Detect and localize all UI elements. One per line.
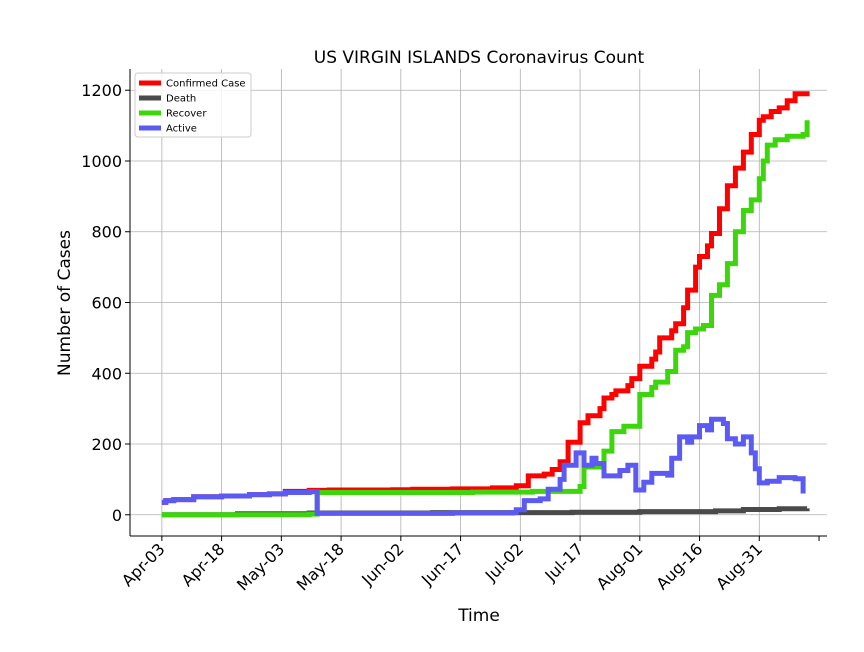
legend-entry-label: Active xyxy=(166,124,197,135)
series-line-recover xyxy=(161,120,810,518)
x-tick-label: Apr-18 xyxy=(178,539,229,590)
x-axis-ticks: Apr-03 Apr-18 May-03 May-18 Jun-02 Jun-17 Jul-… xyxy=(118,536,820,595)
legend-box xyxy=(134,72,252,138)
y-tick-label: 1200 xyxy=(81,81,122,100)
x-tick-label: Jul-17 xyxy=(541,539,587,585)
x-tick-label: Jun-02 xyxy=(357,539,407,589)
series-line-active xyxy=(161,416,806,516)
legend-entry-label: Confirmed Case xyxy=(166,79,246,90)
x-tick-label: May-03 xyxy=(233,539,288,594)
series-layer xyxy=(161,91,810,518)
x-tick-label: Jun-17 xyxy=(417,539,467,589)
x-tick-label: Aug-31 xyxy=(712,539,766,593)
x-tick-label: Aug-01 xyxy=(593,539,647,593)
x-tick-label: Aug-16 xyxy=(652,539,706,593)
y-tick-label: 800 xyxy=(91,223,122,242)
y-tick-label: 200 xyxy=(91,435,122,454)
chart-title: US VIRGIN ISLANDS Coronavirus Count xyxy=(314,48,645,68)
legend-entry-label: Recover xyxy=(166,109,207,120)
legend-entry-label: Death xyxy=(166,94,196,105)
x-tick-label: Apr-03 xyxy=(118,539,169,590)
grid xyxy=(130,69,827,536)
y-axis-ticks: 0 200 400 600 800 1000 1200 xyxy=(81,81,130,525)
legend: Confirmed Case Death Recover Active xyxy=(134,72,252,138)
x-tick-label: May-18 xyxy=(293,539,348,594)
y-axis-label: Number of Cases xyxy=(55,230,75,376)
x-axis-label: Time xyxy=(457,606,500,626)
y-tick-label: 400 xyxy=(91,364,122,383)
y-tick-label: 600 xyxy=(91,294,122,313)
x-tick-label: Jul-02 xyxy=(481,539,527,585)
y-tick-label: 0 xyxy=(112,506,122,525)
y-tick-label: 1000 xyxy=(81,152,122,171)
